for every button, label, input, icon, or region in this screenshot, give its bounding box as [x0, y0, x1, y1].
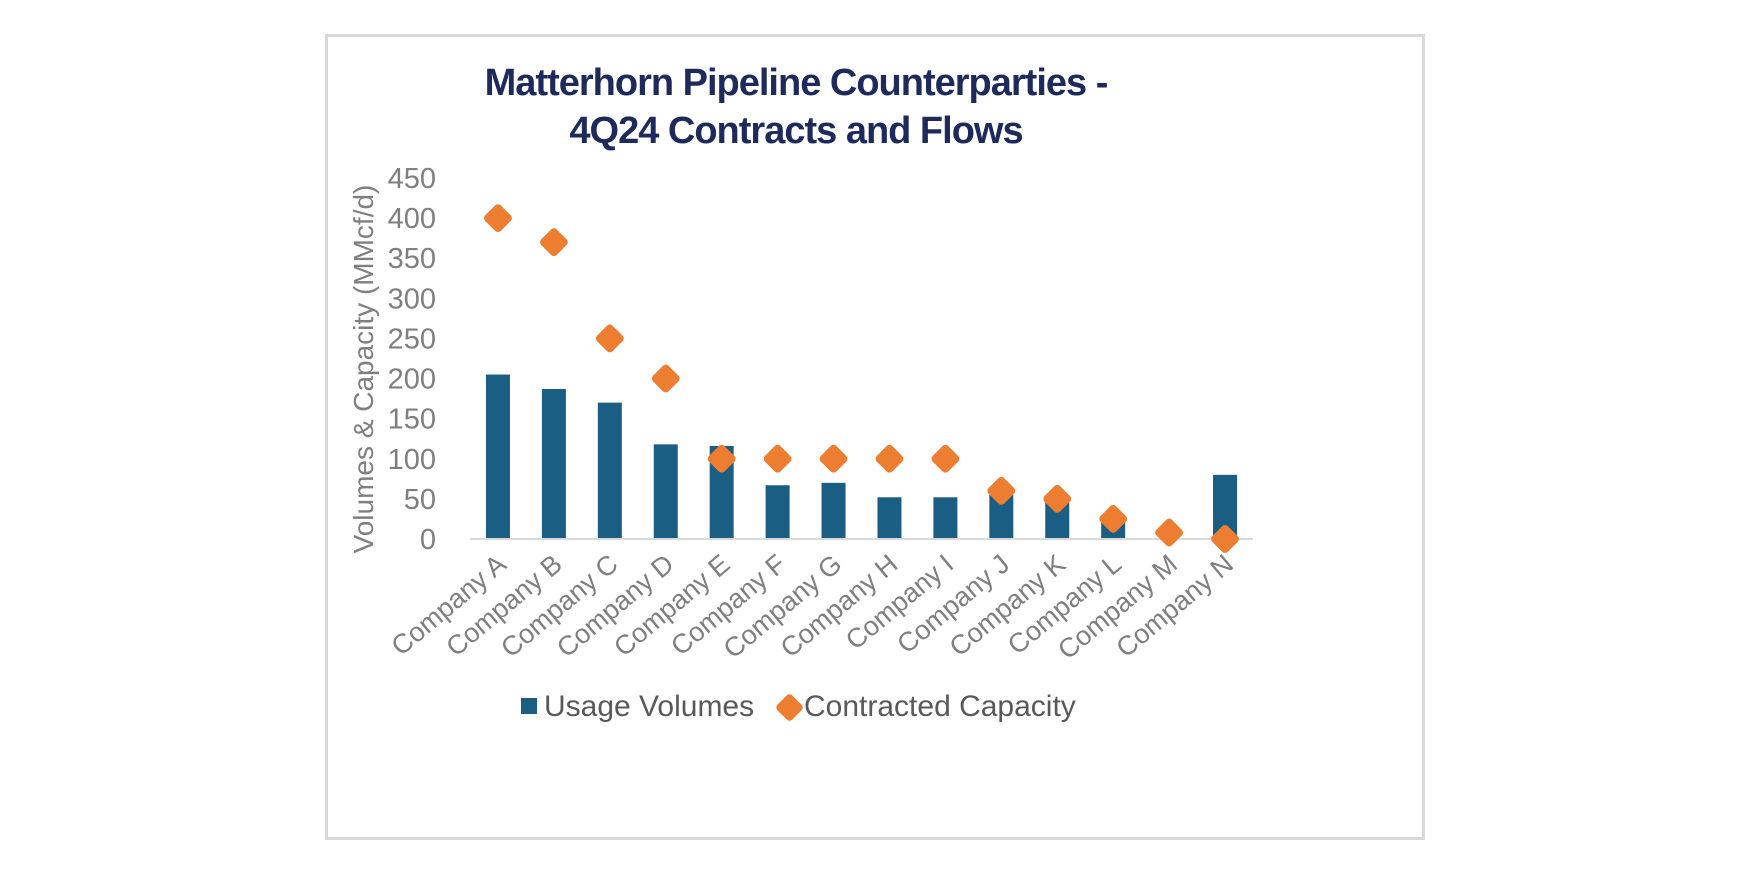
marker-series-contracted-capacity [484, 204, 1239, 553]
marker-contracted-capacity [651, 364, 680, 393]
marker-contracted-capacity [484, 204, 512, 233]
y-tick-label: 300 [388, 283, 436, 315]
y-tick-label: 450 [388, 163, 436, 195]
y-tick-label: 350 [388, 243, 436, 275]
chart-svg: Matterhorn Pipeline Counterparties - 4Q2… [348, 62, 1253, 723]
chart-frame: Matterhorn Pipeline Counterparties - 4Q2… [325, 34, 1425, 840]
chart-legend: Usage Volumes Contracted Capacity [521, 690, 1076, 723]
legend-label-contracted-capacity: Contracted Capacity [804, 690, 1076, 723]
marker-contracted-capacity [539, 228, 568, 257]
marker-contracted-capacity [931, 444, 960, 473]
bar-usage-volumes [653, 444, 678, 539]
marker-contracted-capacity [1043, 484, 1072, 513]
bar-usage-volumes [877, 497, 902, 539]
legend-swatch-usage-volumes [521, 698, 537, 714]
chart-title: Matterhorn Pipeline Counterparties - 4Q2… [485, 62, 1109, 152]
y-tick-label: 150 [388, 404, 436, 436]
marker-contracted-capacity [1099, 505, 1128, 533]
chart-title-line-2: 4Q24 Contracts and Flows [569, 110, 1022, 152]
marker-contracted-capacity [707, 444, 736, 473]
bar-usage-volumes [765, 485, 790, 539]
bar-usage-volumes [541, 388, 566, 539]
marker-contracted-capacity [987, 476, 1016, 505]
bar-usage-volumes [597, 402, 622, 539]
legend-swatch-contracted-capacity [776, 694, 803, 721]
y-axis-ticks: 0 50 100 150 200 250 300 350 400 450 [388, 163, 436, 556]
y-axis-title: Volumes & Capacity (MMcf/d) [348, 185, 379, 554]
y-tick-label: 0 [420, 524, 436, 556]
y-tick-label: 400 [388, 203, 436, 235]
y-tick-label: 50 [404, 484, 436, 516]
y-tick-label: 200 [388, 364, 436, 396]
bar-usage-volumes [933, 497, 958, 539]
y-tick-label: 100 [388, 444, 436, 476]
marker-contracted-capacity [1155, 518, 1184, 547]
chart-title-line-1: Matterhorn Pipeline Counterparties - [485, 62, 1108, 104]
marker-contracted-capacity [763, 444, 792, 473]
y-tick-label: 250 [388, 323, 436, 355]
marker-contracted-capacity [595, 324, 624, 353]
marker-contracted-capacity [875, 444, 904, 473]
bar-series-usage-volumes [485, 374, 1238, 539]
marker-contracted-capacity [819, 444, 848, 473]
bar-usage-volumes [821, 482, 846, 539]
marker-contracted-capacity [1211, 525, 1239, 553]
legend-label-usage-volumes: Usage Volumes [544, 690, 754, 723]
bar-usage-volumes [485, 374, 510, 539]
